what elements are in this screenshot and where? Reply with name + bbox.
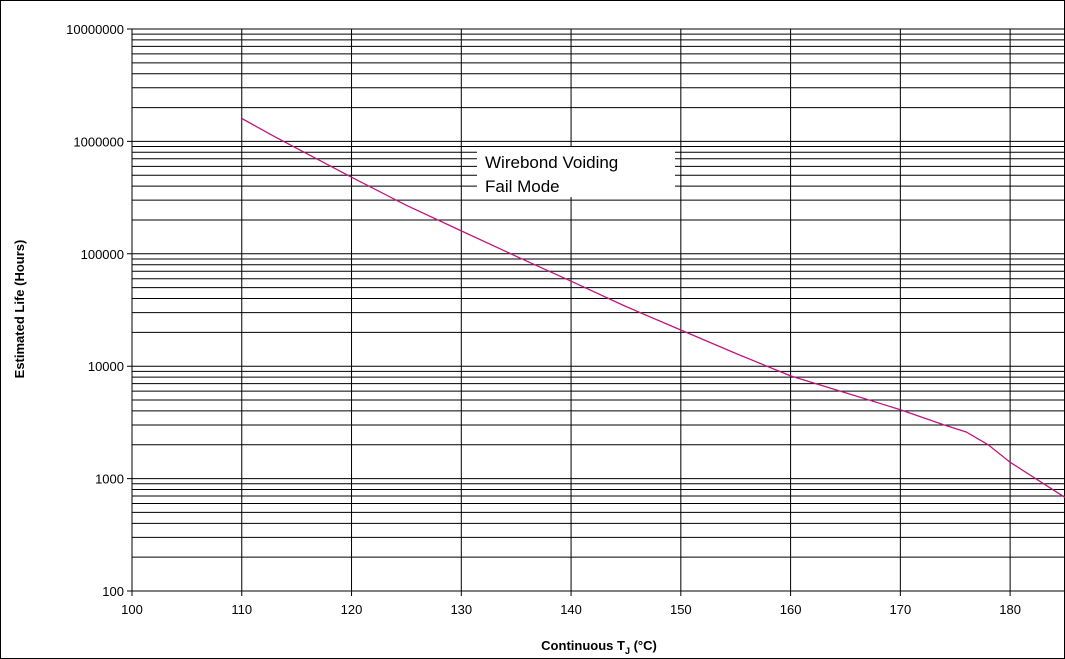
x-tick-label: 130 [450,602,472,617]
y-tick-label: 100 [102,584,124,599]
annotation-line-2: Fail Mode [485,177,560,196]
x-tick-labels: 100 110 120 130 140 150 160 170 180 [121,602,1021,617]
x-axis-title: Continuous TJ (°C) [541,638,657,656]
major-gridlines [127,28,1065,596]
series-line [241,117,1065,498]
x-tick-label: 100 [121,602,143,617]
y-tick-label: 100000 [81,247,124,262]
x-tick-label: 170 [890,602,912,617]
x-axis-title-unit: (°C) [630,638,657,653]
x-axis-title-main: Continuous T [541,638,625,653]
x-tick-label: 180 [999,602,1021,617]
y-tick-label: 1000 [95,472,124,487]
x-tick-label: 150 [670,602,692,617]
y-axis-title: Estimated Life (Hours) [12,240,27,379]
y-tick-label: 1000000 [73,134,124,149]
x-tick-label: 160 [780,602,802,617]
y-tick-labels: 100 1000 10000 100000 1000000 10000000 [66,22,124,599]
minor-gridlines [132,33,1065,558]
x-axis-title-subscript: J [625,646,630,656]
x-tick-label: 140 [560,602,582,617]
series-group [241,117,1065,498]
y-tick-label: 10000 [88,359,124,374]
annotation-box [477,147,675,197]
x-tick-label: 110 [231,602,252,617]
y-tick-label: 10000000 [66,22,124,37]
x-tick-label: 120 [341,602,363,617]
annotation-line-1: Wirebond Voiding [485,153,618,172]
